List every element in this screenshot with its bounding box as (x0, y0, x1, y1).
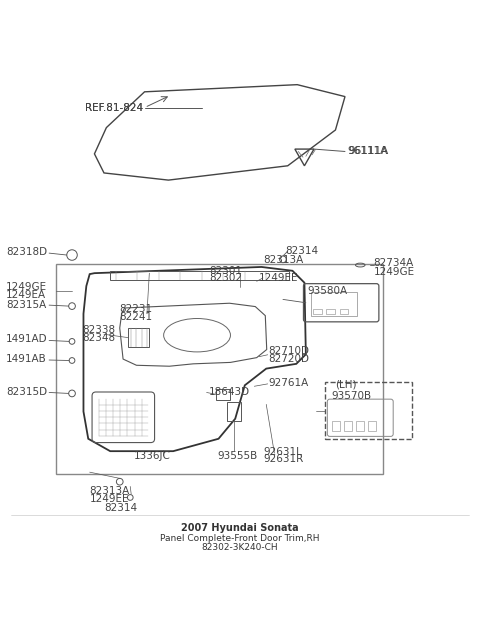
Text: 82231: 82231 (120, 304, 153, 314)
Text: 1249EE: 1249EE (90, 494, 129, 504)
Bar (356, 421, 364, 431)
Text: 82710D: 82710D (269, 346, 310, 356)
Text: 1249GE: 1249GE (373, 267, 415, 276)
Text: 82313A: 82313A (263, 255, 303, 265)
Text: 92761A: 92761A (269, 378, 309, 388)
Bar (332, 421, 340, 431)
Bar (325, 382, 412, 439)
Text: REF.81-824: REF.81-824 (85, 103, 143, 113)
Text: 82734A: 82734A (373, 258, 414, 268)
Text: (LH): (LH) (336, 380, 357, 389)
Text: Panel Complete-Front Door Trim,RH: Panel Complete-Front Door Trim,RH (160, 534, 320, 543)
Text: 18643D: 18643D (209, 387, 250, 397)
Text: 82314: 82314 (285, 246, 318, 255)
Text: 82720D: 82720D (269, 354, 310, 364)
Bar (110, 271, 289, 280)
Bar (227, 402, 241, 421)
Text: 2007 Hyundai Sonata: 2007 Hyundai Sonata (181, 524, 299, 533)
Bar (340, 309, 348, 314)
Text: REF.81-824: REF.81-824 (85, 103, 143, 113)
Text: 96111A: 96111A (349, 147, 389, 157)
Text: 82348: 82348 (83, 333, 116, 343)
Text: 82313A: 82313A (90, 486, 130, 496)
Text: 82318D: 82318D (6, 247, 48, 257)
Text: 82241: 82241 (120, 311, 153, 322)
Text: 82338: 82338 (83, 325, 116, 335)
Bar (216, 389, 229, 399)
Text: 93570B: 93570B (332, 391, 372, 401)
Text: 1249EE: 1249EE (259, 273, 299, 283)
Text: 92631L: 92631L (263, 447, 302, 457)
Text: 96111A: 96111A (348, 147, 388, 157)
Bar (344, 421, 352, 431)
Bar (313, 309, 322, 314)
Text: 1491AB: 1491AB (6, 354, 47, 364)
Bar (326, 309, 335, 314)
Text: 1491AD: 1491AD (6, 334, 48, 345)
Bar (311, 292, 358, 316)
Text: 92631R: 92631R (263, 454, 303, 464)
Text: 82302-3K240-CH: 82302-3K240-CH (202, 543, 278, 552)
Text: 93555B: 93555B (217, 451, 257, 461)
Bar (56, 264, 383, 473)
Text: 1249EA: 1249EA (6, 290, 46, 299)
Text: 82314: 82314 (104, 503, 137, 513)
Text: 1249GE: 1249GE (6, 282, 48, 292)
Text: 1336JC: 1336JC (134, 451, 171, 461)
Text: 93580A: 93580A (308, 286, 348, 296)
Text: 82302: 82302 (209, 273, 242, 283)
Text: 82301: 82301 (209, 266, 242, 276)
Text: 82315A: 82315A (6, 300, 47, 310)
Bar (368, 421, 375, 431)
Text: 82315D: 82315D (6, 387, 48, 397)
